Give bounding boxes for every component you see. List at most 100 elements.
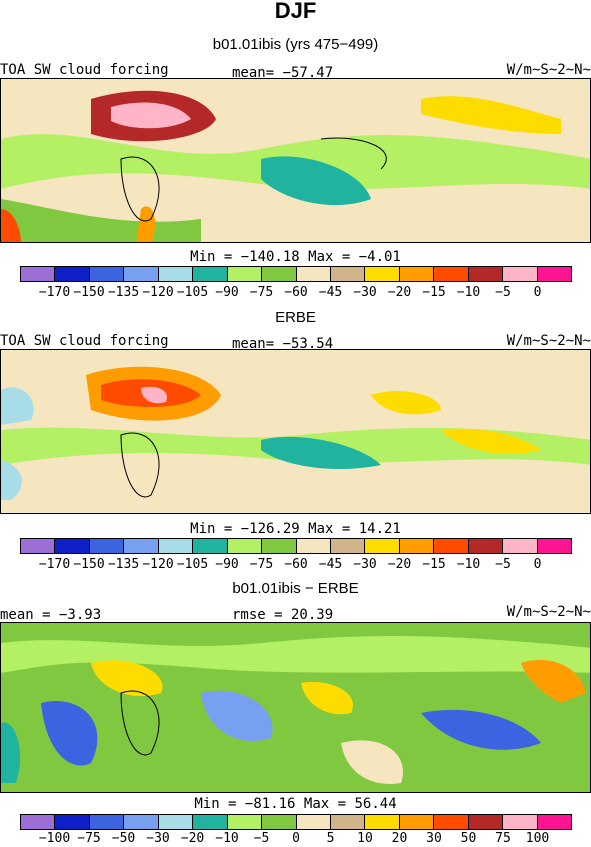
panel1-map-svg xyxy=(1,79,590,242)
colorbar-swatch xyxy=(227,267,263,281)
colorbar-swatch xyxy=(158,267,194,281)
colorbar-swatch xyxy=(399,539,435,553)
colorbar-swatch xyxy=(193,539,228,553)
map-contour xyxy=(1,387,34,425)
map-contour xyxy=(261,156,371,206)
colorbar-swatch xyxy=(365,267,400,281)
colorbar-tick-label: −20 xyxy=(387,557,412,572)
colorbar-swatch xyxy=(262,539,297,553)
panel3-colorbar-ticks: −100 −75 −50 −30 −20 −10 −5 0 5 10 20 30 50 75 100 xyxy=(20,831,572,847)
colorbar-swatch xyxy=(296,539,331,553)
colorbar-swatch xyxy=(55,539,90,553)
colorbar-swatch xyxy=(262,815,297,829)
colorbar-swatch xyxy=(537,539,571,553)
coastline xyxy=(120,432,160,498)
colorbar-swatch xyxy=(55,815,90,829)
panel2-mean-label: mean= −53.54 xyxy=(232,336,334,352)
panel1-units-label: W/m~S~2~N~ xyxy=(506,62,591,78)
coastline xyxy=(120,690,160,756)
colorbar-tick-label: −90 xyxy=(215,557,239,572)
colorbar-swatch xyxy=(21,539,56,553)
colorbar-tick-label: 75 xyxy=(495,831,511,846)
colorbar-swatch xyxy=(399,815,435,829)
colorbar-swatch xyxy=(537,267,571,281)
colorbar-tick-label: 10 xyxy=(357,831,373,846)
map-contour xyxy=(1,722,21,783)
colorbar-tick-label: −75 xyxy=(249,285,274,300)
colorbar-swatch xyxy=(399,267,435,281)
panel1-map xyxy=(0,78,591,243)
panel3-colorbar xyxy=(20,814,572,830)
map-contour xyxy=(111,102,191,129)
map-contour xyxy=(521,659,586,703)
colorbar-swatch xyxy=(89,815,125,829)
panel1-colorbar-ticks: −170 −150 −135 −120 −105 −90 −75 −60 −45 −30 −20 −1… xyxy=(20,285,572,301)
colorbar-tick-label: −50 xyxy=(111,831,136,846)
colorbar-swatch xyxy=(365,539,400,553)
colorbar-tick-label: 30 xyxy=(426,831,442,846)
map-contour xyxy=(141,386,167,404)
colorbar-tick-label: −30 xyxy=(353,285,377,300)
colorbar-tick-label: −105 xyxy=(176,285,209,300)
panel1-minmax-label: Min = −140.18 Max = −4.01 xyxy=(190,249,401,265)
colorbar-swatch xyxy=(330,815,366,829)
panel2-colorbar xyxy=(20,538,572,554)
colorbar-swatch xyxy=(227,815,263,829)
page-title: DJF xyxy=(274,0,317,23)
colorbar-tick-label: −75 xyxy=(249,557,274,572)
colorbar-tick-label: −135 xyxy=(107,285,140,300)
colorbar-swatch xyxy=(503,815,538,829)
map-contour xyxy=(201,690,273,741)
colorbar-tick-label: 0 xyxy=(533,285,542,300)
map-contour xyxy=(136,206,156,242)
colorbar-tick-label: −15 xyxy=(422,557,446,572)
colorbar-swatch xyxy=(468,539,504,553)
colorbar-swatch xyxy=(503,267,538,281)
panel3-mean-label: mean = −3.93 xyxy=(0,607,102,623)
colorbar-swatch xyxy=(434,539,469,553)
colorbar-tick-label: −120 xyxy=(142,557,174,572)
panel2-map-svg xyxy=(1,350,590,513)
panel2-colorbar-ticks: −170 −150 −135 −120 −105 −90 −75 −60 −45 −30 −20 −1… xyxy=(20,557,572,573)
colorbar-swatch xyxy=(124,539,159,553)
colorbar-swatch xyxy=(158,815,194,829)
colorbar-tick-label: 0 xyxy=(533,557,542,572)
colorbar-swatch xyxy=(330,267,366,281)
panel3-map-svg xyxy=(1,623,590,792)
colorbar-swatch xyxy=(365,815,400,829)
colorbar-swatch xyxy=(55,267,90,281)
colorbar-swatch xyxy=(21,267,56,281)
colorbar-swatch xyxy=(193,267,228,281)
colorbar-tick-label: −10 xyxy=(215,831,239,846)
colorbar-tick-label: −20 xyxy=(387,285,412,300)
colorbar-tick-label: 0 xyxy=(292,831,300,846)
map-contour xyxy=(441,428,541,454)
colorbar-swatch xyxy=(296,815,331,829)
colorbar-swatch xyxy=(193,815,228,829)
colorbar-swatch xyxy=(537,815,571,829)
colorbar-swatch xyxy=(262,267,297,281)
panel2-heading: ERBE xyxy=(275,309,316,326)
colorbar-tick-label: −20 xyxy=(180,831,205,846)
colorbar-tick-label: −10 xyxy=(456,557,481,572)
map-contour xyxy=(421,709,541,750)
colorbar-swatch xyxy=(124,815,159,829)
colorbar-swatch xyxy=(158,539,194,553)
colorbar-swatch xyxy=(89,539,125,553)
colorbar-tick-label: −170 xyxy=(38,557,71,572)
map-contour xyxy=(371,390,441,415)
colorbar-swatch xyxy=(434,267,469,281)
colorbar-tick-label: 50 xyxy=(460,831,477,846)
colorbar-swatch xyxy=(330,539,366,553)
map-contour xyxy=(421,96,561,134)
map-contour xyxy=(301,682,353,715)
colorbar-tick-label: −105 xyxy=(176,557,209,572)
colorbar-tick-label: −30 xyxy=(353,557,377,572)
map-contour xyxy=(1,209,21,242)
colorbar-tick-label: −100 xyxy=(38,831,71,846)
colorbar-tick-label: 100 xyxy=(525,831,550,846)
map-contour xyxy=(91,660,163,697)
panel2-minmax-label: Min = −126.29 Max = 14.21 xyxy=(190,521,401,537)
colorbar-swatch xyxy=(124,267,159,281)
colorbar-tick-label: −60 xyxy=(284,285,308,300)
